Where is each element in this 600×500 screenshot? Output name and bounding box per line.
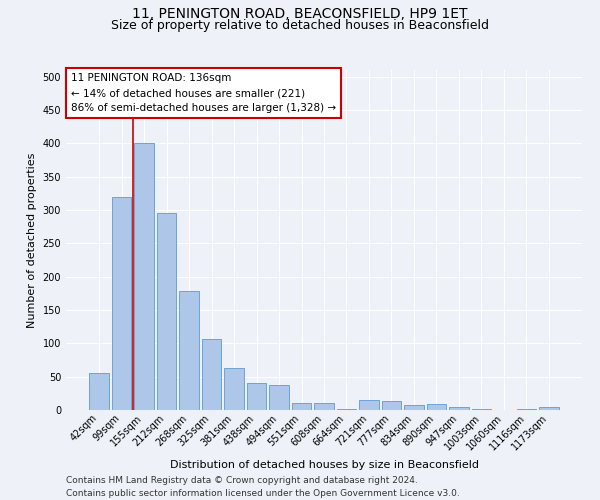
Bar [404, 404, 424, 410]
Bar [89, 374, 109, 410]
Bar [179, 292, 199, 410]
Bar [314, 402, 334, 410]
Bar [224, 368, 244, 410]
Bar [247, 384, 266, 410]
Bar [539, 406, 559, 410]
Text: Size of property relative to detached houses in Beaconsfield: Size of property relative to detached ho… [111, 19, 489, 32]
Text: 11, PENINGTON ROAD, BEACONSFIELD, HP9 1ET: 11, PENINGTON ROAD, BEACONSFIELD, HP9 1E… [132, 8, 468, 22]
Y-axis label: Number of detached properties: Number of detached properties [27, 152, 37, 328]
Bar [427, 404, 446, 410]
Bar [112, 196, 131, 410]
Bar [134, 144, 154, 410]
Bar [382, 400, 401, 410]
Text: Contains HM Land Registry data © Crown copyright and database right 2024.
Contai: Contains HM Land Registry data © Crown c… [66, 476, 460, 498]
Bar [449, 408, 469, 410]
Bar [292, 402, 311, 410]
Bar [359, 400, 379, 410]
Bar [157, 214, 176, 410]
Bar [269, 386, 289, 410]
Bar [337, 408, 356, 410]
Text: 11 PENINGTON ROAD: 136sqm
← 14% of detached houses are smaller (221)
86% of semi: 11 PENINGTON ROAD: 136sqm ← 14% of detac… [71, 74, 336, 113]
Bar [202, 338, 221, 410]
X-axis label: Distribution of detached houses by size in Beaconsfield: Distribution of detached houses by size … [170, 460, 479, 470]
Bar [517, 408, 536, 410]
